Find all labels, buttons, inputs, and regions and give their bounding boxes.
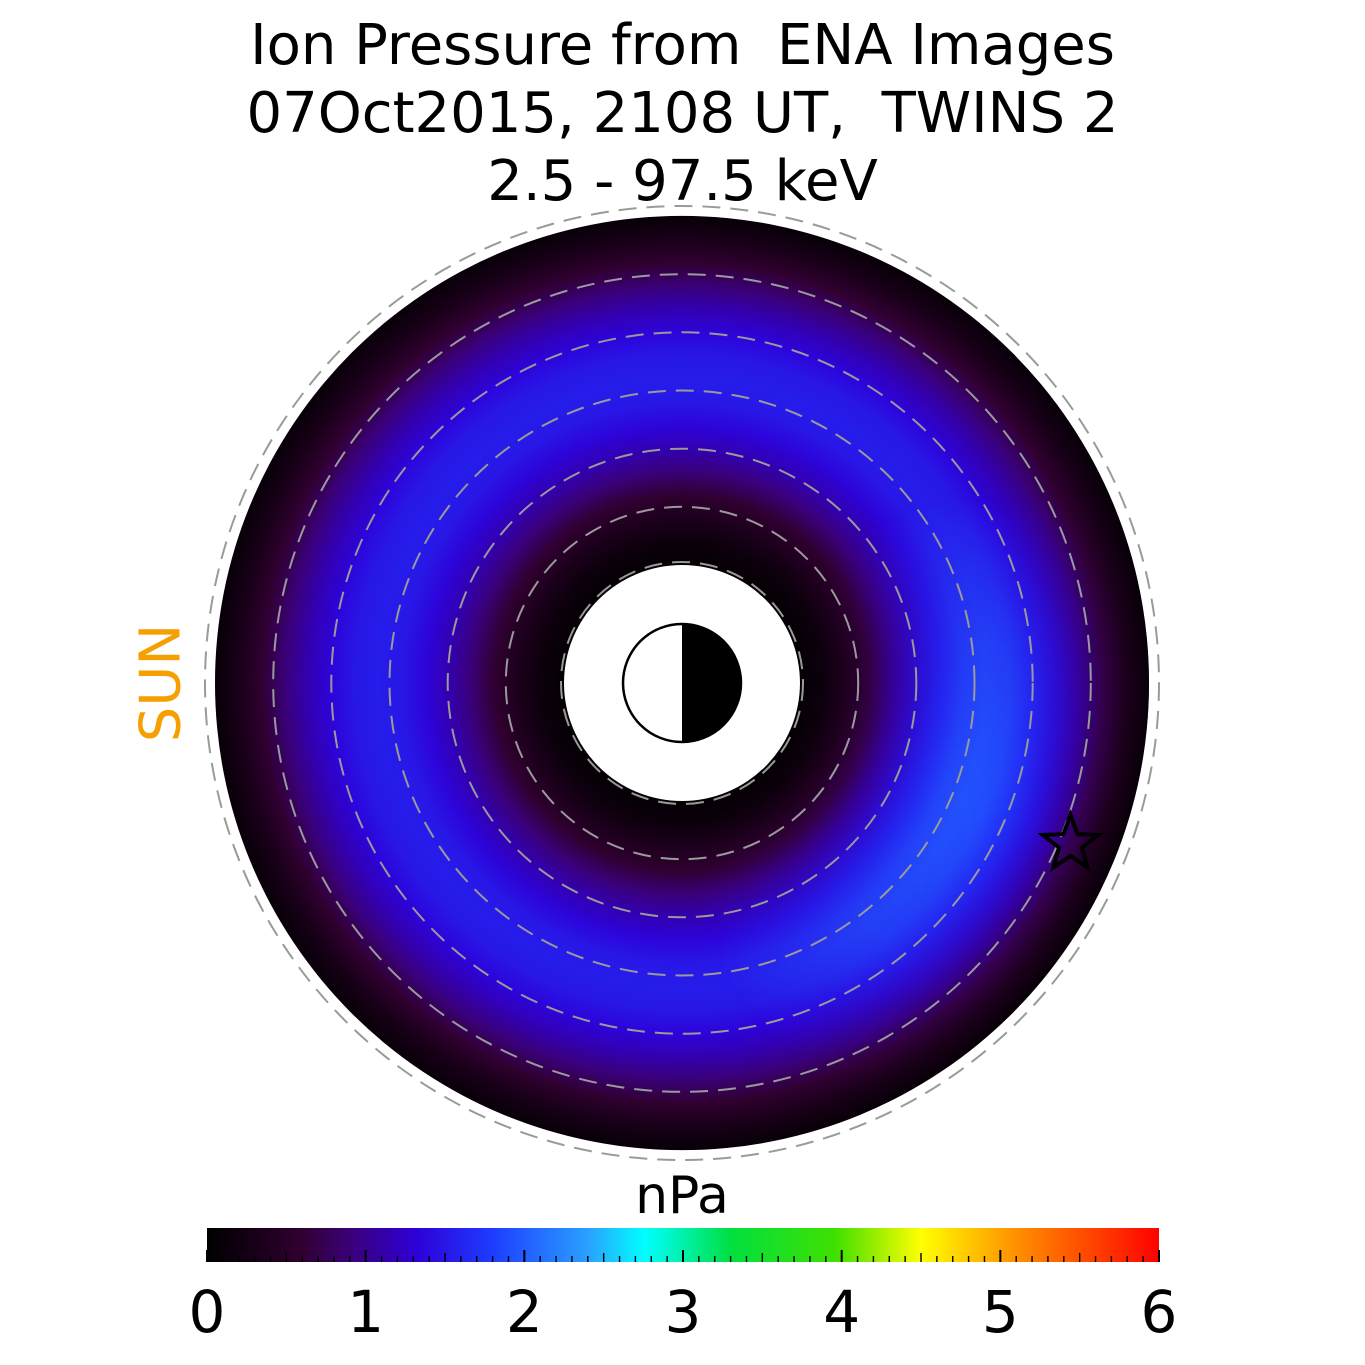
colorbar-tick-label: 4 <box>823 1278 861 1346</box>
colorbar-tick-label: 6 <box>1140 1278 1178 1346</box>
earth-nightside <box>682 624 741 742</box>
colorbar-tick-label: 5 <box>981 1278 1019 1346</box>
colorbar-tick-label: 3 <box>664 1278 702 1346</box>
colorbar-tick-label: 2 <box>505 1278 543 1346</box>
sun-label: SUN <box>128 623 194 743</box>
title-line-2: 07Oct2015, 2108 UT, TWINS 2 <box>246 81 1119 146</box>
pressure-enhancement <box>214 215 1150 1151</box>
grid-circle <box>204 205 1160 1161</box>
colorbar-ticks <box>206 1250 1160 1262</box>
grid-circle <box>330 331 1034 1035</box>
grid-circles <box>204 205 1160 1161</box>
grid-circle <box>446 447 918 919</box>
grid-circle <box>388 389 976 977</box>
star-icon <box>1037 809 1104 873</box>
title-line-3: 2.5 - 97.5 keV <box>487 149 878 214</box>
chart-title: Ion Pressure from ENA Images 07Oct2015, … <box>0 12 1365 216</box>
colorbar <box>206 1228 1160 1262</box>
title-line-1: Ion Pressure from ENA Images <box>250 13 1115 78</box>
colorbar-tick-label: 1 <box>347 1278 385 1346</box>
grid-circle <box>504 505 860 861</box>
grid-circle <box>560 561 804 805</box>
earth-outline <box>621 622 743 744</box>
earth-icon <box>621 622 743 744</box>
colorbar-tick-label: 0 <box>188 1278 226 1346</box>
grid-circle <box>272 273 1092 1093</box>
colorbar-label: nPa <box>635 1166 729 1226</box>
